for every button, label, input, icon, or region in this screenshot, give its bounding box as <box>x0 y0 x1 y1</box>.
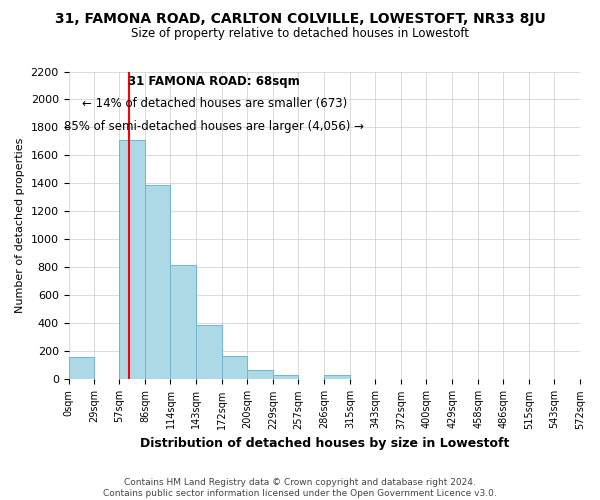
Bar <box>247 370 273 380</box>
Y-axis label: Number of detached properties: Number of detached properties <box>15 138 25 313</box>
Text: ← 14% of detached houses are smaller (673): ← 14% of detached houses are smaller (67… <box>82 98 347 110</box>
Text: Size of property relative to detached houses in Lowestoft: Size of property relative to detached ho… <box>131 28 469 40</box>
Bar <box>119 140 145 380</box>
Bar <box>223 356 247 380</box>
Bar <box>196 325 223 380</box>
Bar <box>324 375 350 380</box>
Text: 85% of semi-detached houses are larger (4,056) →: 85% of semi-detached houses are larger (… <box>64 120 364 133</box>
X-axis label: Distribution of detached houses by size in Lowestoft: Distribution of detached houses by size … <box>140 437 509 450</box>
Text: Contains HM Land Registry data © Crown copyright and database right 2024.
Contai: Contains HM Land Registry data © Crown c… <box>103 478 497 498</box>
Bar <box>170 264 196 380</box>
Bar <box>68 357 94 380</box>
Text: 31, FAMONA ROAD, CARLTON COLVILLE, LOWESTOFT, NR33 8JU: 31, FAMONA ROAD, CARLTON COLVILLE, LOWES… <box>55 12 545 26</box>
Text: 31 FAMONA ROAD: 68sqm: 31 FAMONA ROAD: 68sqm <box>128 75 300 88</box>
Bar <box>273 375 298 380</box>
Bar <box>145 185 170 380</box>
